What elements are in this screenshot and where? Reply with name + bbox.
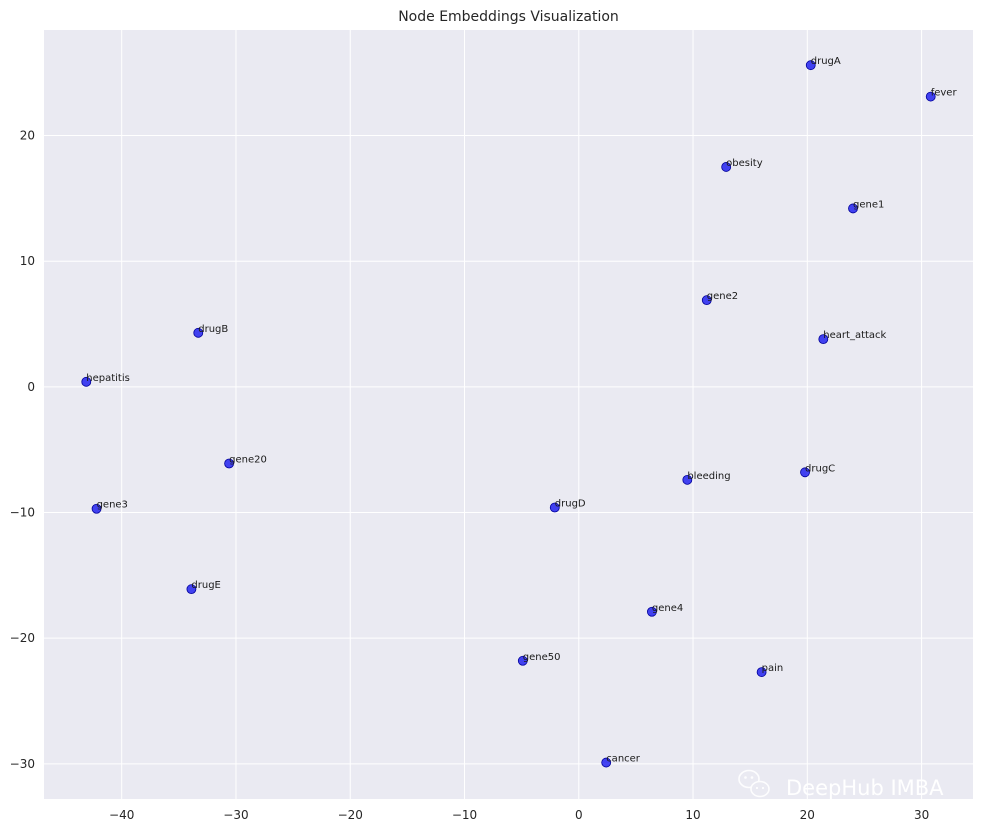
- point-label-gene50: gene50: [523, 652, 561, 663]
- point-labels: drugAfeverobesitygene1gene2heart_attackd…: [86, 56, 957, 764]
- data-point-drugD: [549, 502, 560, 513]
- plot-background: [44, 30, 973, 799]
- x-tick-label: 0: [575, 808, 583, 822]
- x-tick-label: −40: [109, 808, 134, 822]
- data-point-gene3: [91, 503, 102, 514]
- y-tick-label: −10: [10, 506, 35, 520]
- point-label-hepatitis: hepatitis: [86, 373, 130, 384]
- y-tick-label: 10: [20, 254, 35, 268]
- data-point-gene4: [647, 606, 657, 617]
- data-point-gene2: [701, 295, 712, 306]
- watermark: DeepHub IMBA: [738, 769, 944, 800]
- data-point-cancer: [601, 757, 612, 768]
- data-point-fever: [925, 91, 936, 102]
- y-tick-label: −20: [10, 631, 35, 645]
- x-tick-label: 10: [685, 808, 700, 822]
- point-label-bleeding: bleeding: [687, 471, 730, 482]
- data-point-pain: [756, 667, 767, 677]
- y-tick-label: 20: [20, 129, 35, 143]
- data-point-drugE: [186, 584, 197, 595]
- point-label-drugB: drugB: [198, 324, 228, 335]
- point-label-drugA: drugA: [811, 56, 841, 67]
- point-label-pain: pain: [762, 663, 784, 674]
- watermark-text: DeepHub IMBA: [786, 776, 944, 800]
- point-label-obesity: obesity: [726, 158, 763, 169]
- x-tick-label: −30: [223, 808, 248, 822]
- grid-lines: [44, 30, 973, 799]
- point-label-drugE: drugE: [191, 580, 220, 591]
- point-label-gene3: gene3: [97, 500, 128, 511]
- data-points: [81, 60, 936, 768]
- x-tick-label: 30: [914, 808, 929, 822]
- y-tick-label: −30: [10, 757, 35, 771]
- point-label-drugD: drugD: [555, 498, 586, 509]
- point-label-cancer: cancer: [606, 754, 641, 765]
- x-tick-label: 20: [800, 808, 815, 822]
- data-point-drugB: [193, 327, 204, 338]
- data-point-gene50: [517, 655, 528, 666]
- point-label-fever: fever: [931, 88, 958, 99]
- y-tick-labels: −30 −20 −10 0 10 20: [10, 129, 35, 771]
- data-point-heart-attack: [818, 334, 829, 345]
- point-label-gene2: gene2: [707, 291, 738, 302]
- y-tick-label: 0: [27, 380, 35, 394]
- data-point-obesity: [721, 162, 732, 172]
- data-point-drugA: [805, 60, 816, 71]
- point-label-heart-attack: heart_attack: [823, 330, 886, 341]
- data-point-gene1: [848, 203, 858, 214]
- point-label-drugC: drugC: [805, 463, 835, 474]
- wechat-icon: [738, 769, 770, 798]
- point-label-gene1: gene1: [853, 199, 884, 210]
- x-tick-labels: −40 −30 −20 −10 0 10 20 30: [109, 808, 929, 822]
- data-point-hepatitis: [81, 376, 92, 387]
- x-tick-label: −10: [452, 808, 477, 822]
- data-point-drugC: [800, 467, 810, 478]
- chart-title: Node Embeddings Visualization: [398, 9, 619, 25]
- point-label-gene20: gene20: [229, 455, 267, 466]
- x-tick-label: −20: [338, 808, 363, 822]
- point-label-gene4: gene4: [652, 603, 683, 614]
- data-point-gene20: [224, 458, 235, 469]
- data-point-bleeding: [682, 474, 693, 485]
